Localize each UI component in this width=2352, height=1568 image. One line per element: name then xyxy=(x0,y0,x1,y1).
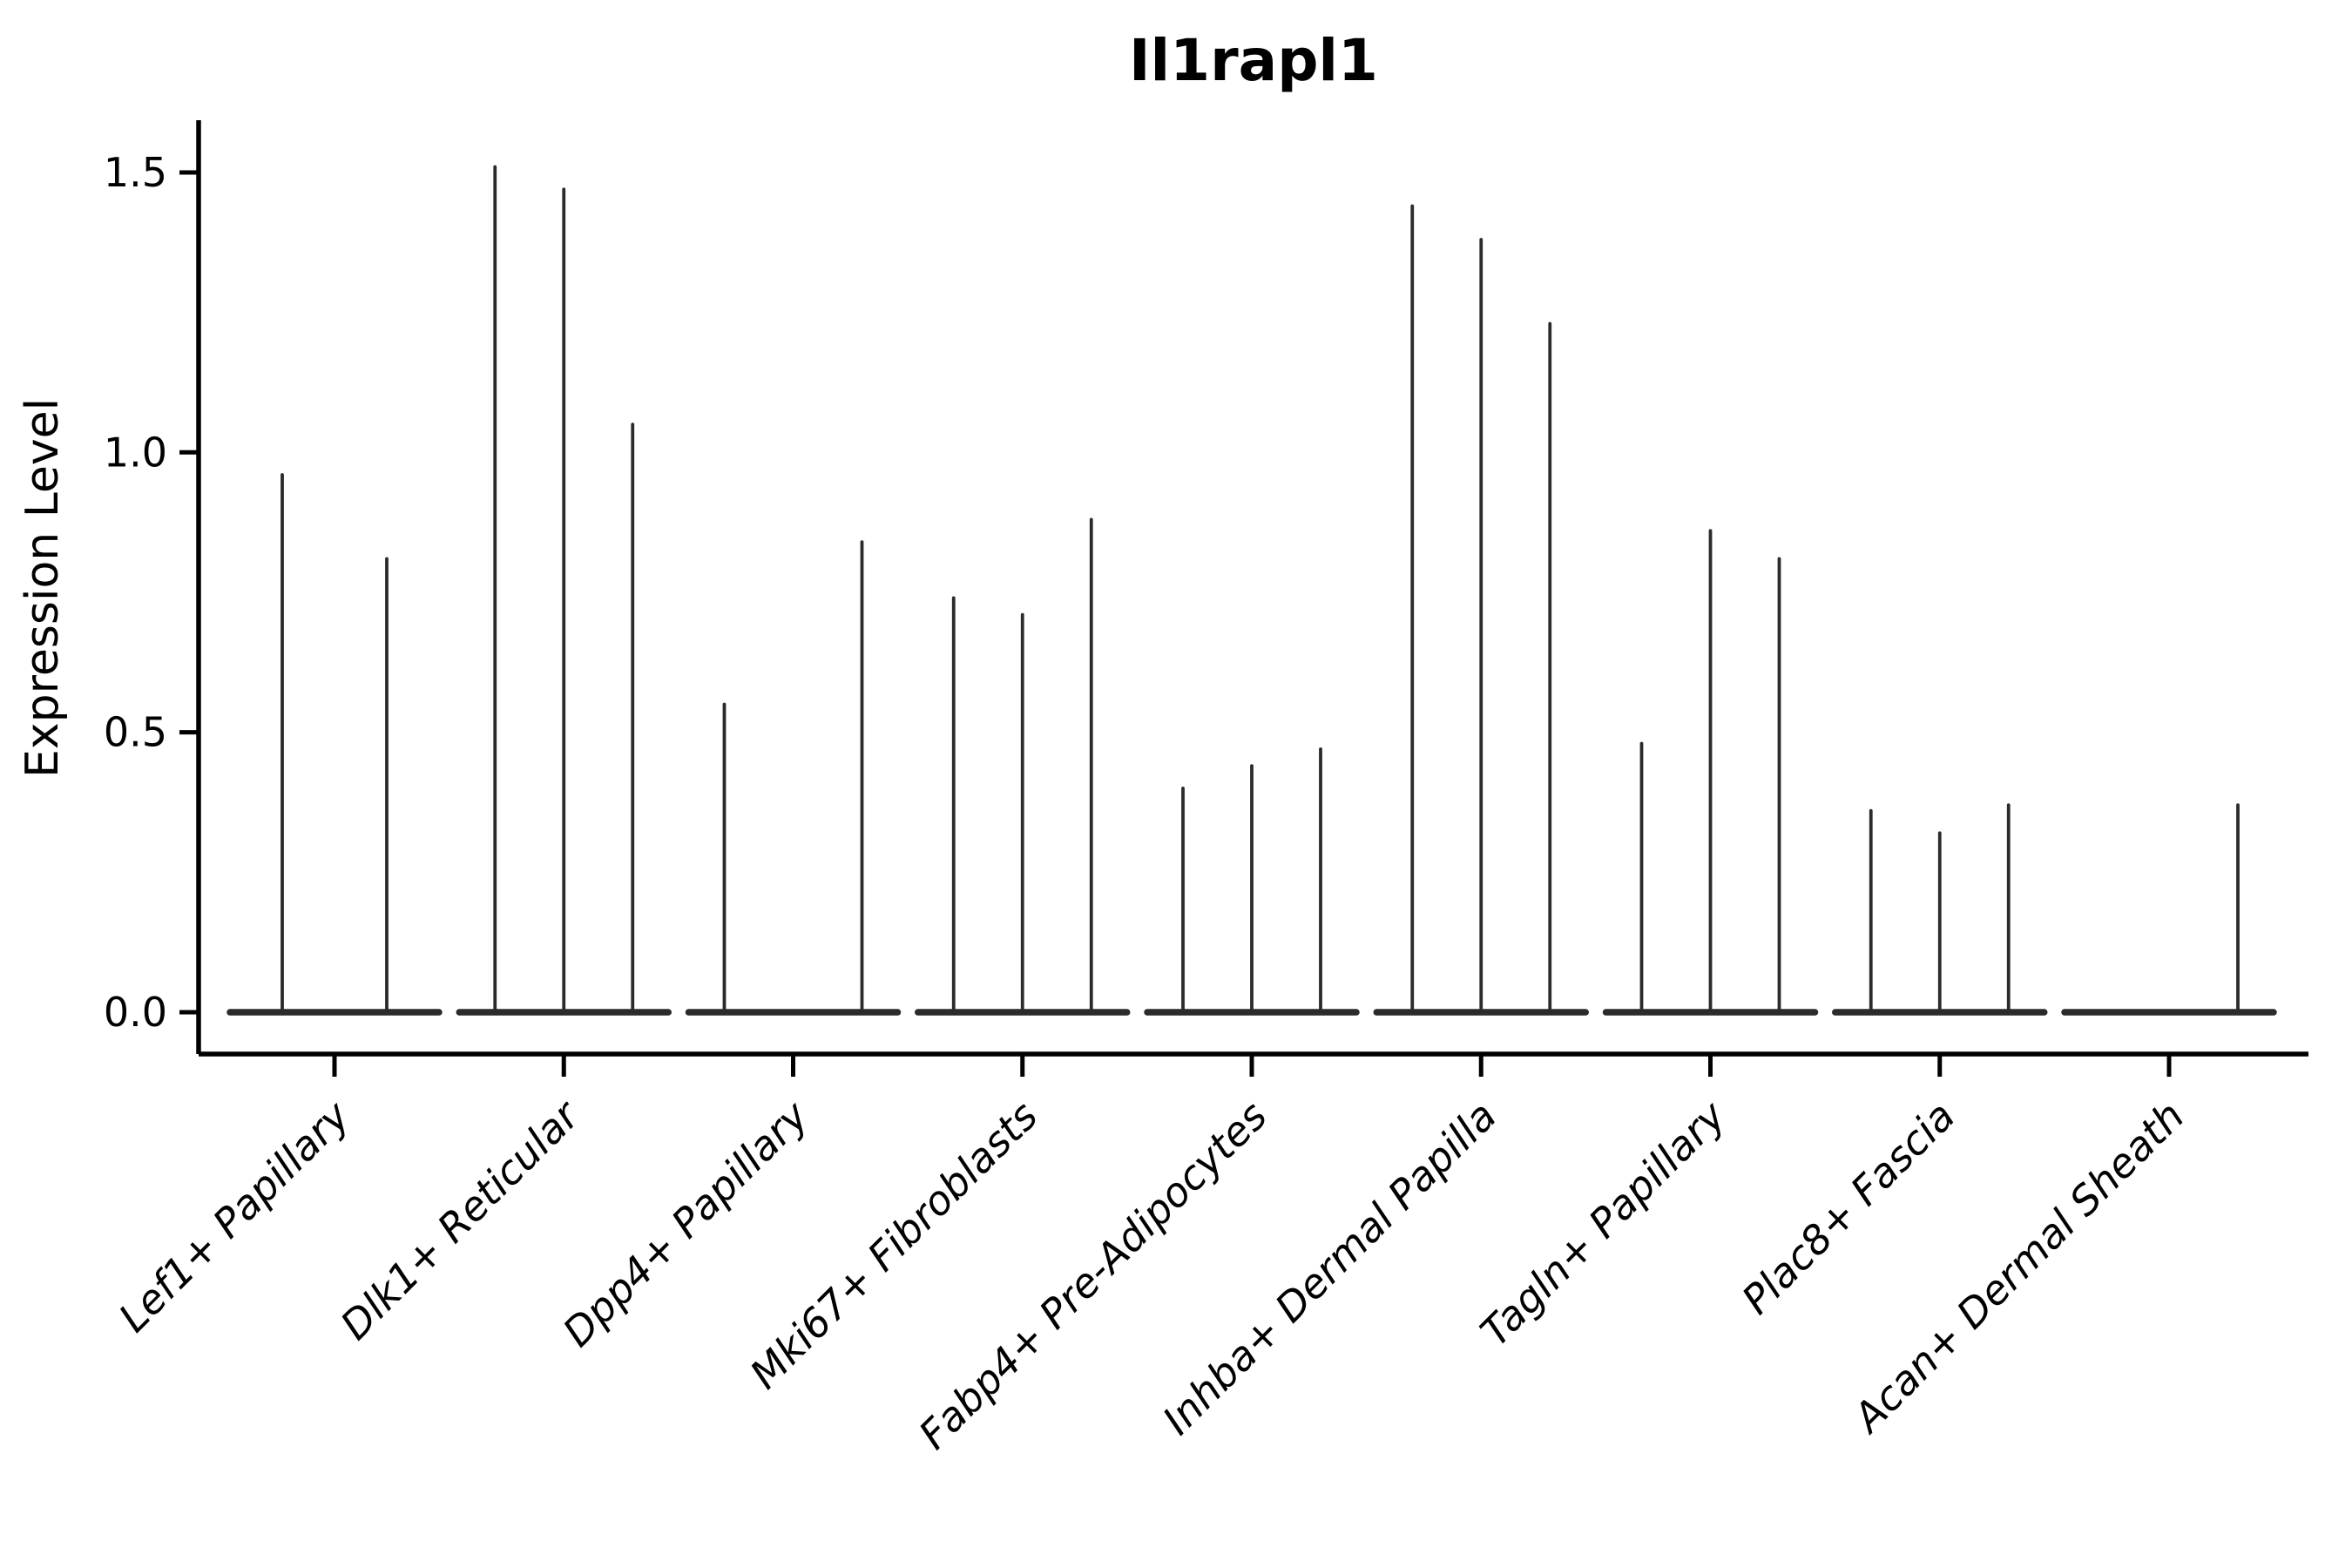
x-category-label: Lef1+ Papillary xyxy=(110,1092,359,1341)
violin-group xyxy=(1144,747,1360,1016)
violin-group xyxy=(2061,803,2277,1016)
x-category-label: Dpp4+ Papillary xyxy=(554,1092,818,1355)
x-category-label: Dlk1+ Reticular xyxy=(331,1090,590,1348)
y-tick-label: 1.5 xyxy=(104,149,167,196)
violin-group xyxy=(685,540,902,1016)
chart-title: Il1rapl1 xyxy=(1129,27,1378,94)
y-tick-label: 1.0 xyxy=(104,429,167,476)
axes xyxy=(196,120,2308,1057)
violin-group xyxy=(1832,803,2048,1016)
x-category-label: Tagln+ Papillary xyxy=(1471,1092,1735,1355)
y-axis-ticks: 0.0 0.5 1.0 1.5 xyxy=(104,149,199,1036)
y-axis-label: Expression Level xyxy=(17,398,69,778)
violin-group xyxy=(456,165,672,1016)
violin-group xyxy=(915,517,1131,1016)
violin-group xyxy=(1373,204,1589,1016)
violin-group xyxy=(1602,529,1819,1016)
x-axis-ticks xyxy=(332,1054,2172,1077)
violins xyxy=(226,165,2277,1016)
violin-group xyxy=(226,473,443,1016)
x-category-label: Plac8+ Fascia xyxy=(1733,1092,1963,1323)
y-tick-label: 0.0 xyxy=(104,989,167,1036)
y-tick-label: 0.5 xyxy=(104,709,167,756)
